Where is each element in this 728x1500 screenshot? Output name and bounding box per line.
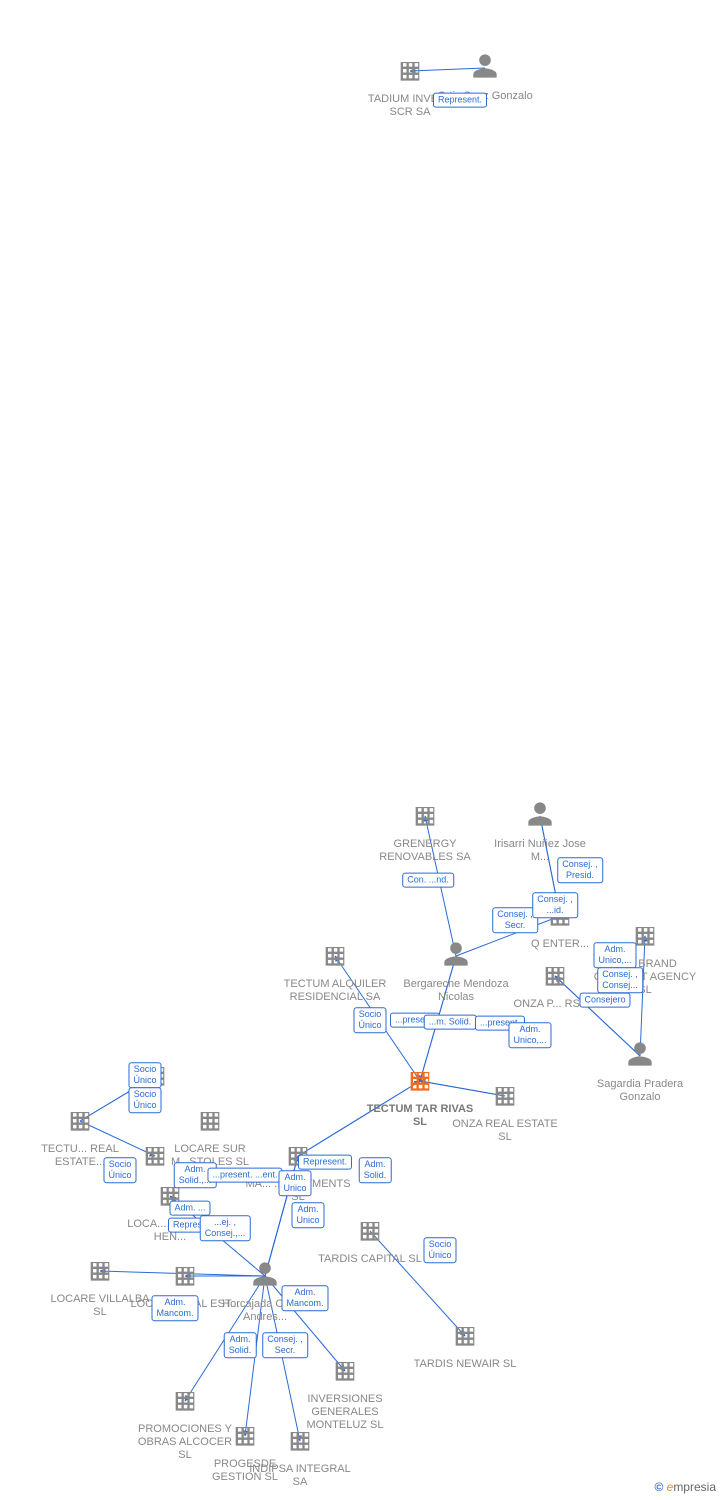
edge-label: Consej. ,Presid. bbox=[557, 857, 603, 883]
edge-label: ...ej. ,Consej.,... bbox=[200, 1215, 251, 1241]
edge-label: Adm.Mancom. bbox=[281, 1285, 328, 1311]
edge-label: Consej. ,Secr. bbox=[262, 1332, 308, 1358]
edge-label: Adm. ... bbox=[169, 1201, 210, 1216]
building-icon bbox=[245, 1425, 355, 1461]
edge-label: Consej. ,Secr. bbox=[492, 907, 538, 933]
node-bergar[interactable]: Bergareche Mendoza Nicolas bbox=[401, 940, 511, 1004]
edge-label: Con. ...nd. bbox=[402, 873, 454, 888]
edge-label: SocioÚnico bbox=[353, 1007, 386, 1033]
building-icon bbox=[130, 1385, 240, 1421]
node-tectum_alq[interactable]: TECTUM ALQUILER RESIDENCIAL SA bbox=[280, 940, 390, 1004]
edge-label: Adm.Solid. bbox=[359, 1157, 392, 1183]
node-label: ONZA REAL ESTATE SL bbox=[450, 1118, 560, 1144]
building-icon bbox=[410, 1320, 520, 1356]
edge-label: SocioÚnico bbox=[128, 1062, 161, 1088]
edge-label: Consejero bbox=[579, 993, 630, 1008]
node-onza_re[interactable]: ONZA REAL ESTATE SL bbox=[450, 1080, 560, 1144]
building-icon bbox=[370, 800, 480, 836]
node-label: TECTUM ALQUILER RESIDENCIAL SA bbox=[280, 978, 390, 1004]
node-label: TARDIS CAPITAL SL bbox=[315, 1253, 425, 1266]
edge-label: Adm.Unico,... bbox=[508, 1022, 551, 1048]
edge-label: Adm.Unico,... bbox=[593, 942, 636, 968]
edge-label: SocioÚnico bbox=[103, 1157, 136, 1183]
node-tardis_c[interactable]: TARDIS CAPITAL SL bbox=[315, 1215, 425, 1266]
edge-label: Represent. bbox=[433, 93, 487, 108]
edge-label: Adm.Solid. bbox=[224, 1332, 257, 1358]
node-inv_gen[interactable]: INVERSIONES GENERALES MONTELUZ SL bbox=[290, 1355, 400, 1432]
node-tardis_n[interactable]: TARDIS NEWAIR SL bbox=[410, 1320, 520, 1371]
edge-label: SocioÚnico bbox=[423, 1237, 456, 1263]
brand-rest: mpresia bbox=[673, 1480, 716, 1494]
edge-label: Adm.Unico bbox=[291, 1202, 324, 1228]
edge-label: ...present. ...ent. bbox=[207, 1168, 282, 1183]
copyright: © empresia bbox=[654, 1480, 716, 1494]
person-icon bbox=[401, 940, 511, 976]
building-icon bbox=[280, 940, 390, 976]
person-icon bbox=[485, 800, 595, 836]
node-indipsa[interactable]: INDIPSA INTEGRAL SA bbox=[245, 1425, 355, 1489]
edge-label: SocioÚnico bbox=[128, 1087, 161, 1113]
edge-label: Represent. bbox=[298, 1155, 352, 1170]
building-icon bbox=[290, 1355, 400, 1391]
edge-label: Consej. ,Consej... bbox=[597, 967, 643, 993]
building-icon bbox=[315, 1215, 425, 1251]
building-icon bbox=[155, 1105, 265, 1141]
node-label: TARDIS NEWAIR SL bbox=[410, 1358, 520, 1371]
node-label: Sagardia Pradera Gonzalo bbox=[585, 1078, 695, 1104]
building-icon bbox=[450, 1080, 560, 1116]
person-icon bbox=[430, 52, 540, 88]
node-label: INDIPSA INTEGRAL SA bbox=[245, 1463, 355, 1489]
node-sagardia[interactable]: Sagardia Pradera Gonzalo bbox=[585, 1040, 695, 1104]
node-grenergy[interactable]: GRENERGY RENOVABLES SA bbox=[370, 800, 480, 864]
edge-label: Adm.Unico bbox=[278, 1170, 311, 1196]
node-irisarri[interactable]: Irisarri Nuñez Jose M... bbox=[485, 800, 595, 864]
copyright-symbol: © bbox=[654, 1480, 663, 1494]
edge-label: Consej. ,...id. bbox=[532, 892, 578, 918]
edge-label: ...m. Solid. bbox=[424, 1015, 477, 1030]
building-icon bbox=[25, 1105, 135, 1141]
person-icon bbox=[585, 1040, 695, 1076]
node-label: Bergareche Mendoza Nicolas bbox=[401, 978, 511, 1004]
edge-label: Adm.Mancom. bbox=[151, 1295, 198, 1321]
node-label: GRENERGY RENOVABLES SA bbox=[370, 838, 480, 864]
